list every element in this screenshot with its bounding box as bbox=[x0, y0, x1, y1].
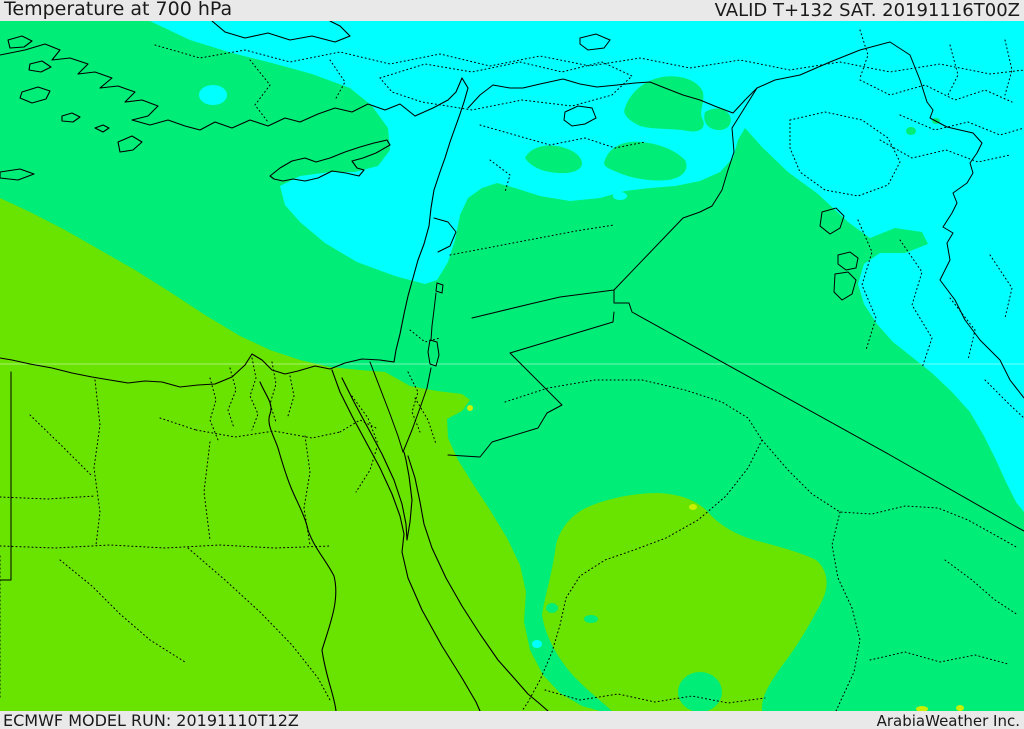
mild-patch-3 bbox=[604, 141, 687, 181]
mild-hole-3 bbox=[678, 672, 722, 711]
lake-assad bbox=[563, 105, 597, 127]
footer-bar: ECMWF MODEL RUN: 20191110T12Z ArabiaWeat… bbox=[0, 711, 1024, 729]
mild-speck-1 bbox=[906, 127, 916, 135]
nile-river bbox=[259, 381, 337, 711]
title-bar: Temperature at 700 hPa VALID T+132 SAT. … bbox=[0, 0, 1024, 21]
cold-spot-2 bbox=[532, 640, 542, 648]
temp-region-warm-blob bbox=[542, 493, 827, 711]
model-run-label: ECMWF MODEL RUN: 20191110T12Z bbox=[3, 711, 299, 729]
warm-speck-3 bbox=[916, 706, 928, 711]
valid-time-label: VALID T+132 SAT. 20191116T00Z bbox=[714, 0, 1020, 21]
coastlines-and-borders bbox=[0, 21, 1024, 711]
mild-patch-rhodes bbox=[195, 138, 211, 150]
mild-patch-4 bbox=[525, 145, 583, 174]
mild-patch-2 bbox=[704, 108, 731, 131]
warm-speck-4 bbox=[956, 705, 964, 711]
brand-label: ArabiaWeather Inc. bbox=[876, 712, 1020, 729]
cyprus-coastline bbox=[269, 139, 391, 182]
warm-speck-1 bbox=[467, 405, 473, 411]
sea-of-galilee bbox=[435, 282, 444, 294]
admin-boundaries bbox=[0, 29, 1024, 711]
mild-patch-west-cyprus bbox=[242, 162, 274, 182]
iraq-lake-3 bbox=[833, 271, 857, 301]
cold-patch-aegean bbox=[199, 85, 227, 105]
iraq-lake-1 bbox=[819, 207, 845, 235]
cold-spot-1 bbox=[613, 192, 627, 200]
lake-tuz bbox=[579, 33, 611, 51]
dead-sea bbox=[427, 339, 440, 367]
temp-region-warm bbox=[0, 198, 600, 711]
warm-speck-2 bbox=[689, 504, 697, 510]
mild-hole-2 bbox=[584, 615, 598, 623]
iraq-lake-2 bbox=[837, 251, 859, 271]
page-title: Temperature at 700 hPa bbox=[4, 0, 233, 20]
mild-hole-1 bbox=[546, 603, 558, 613]
mild-patch-1 bbox=[624, 76, 704, 132]
